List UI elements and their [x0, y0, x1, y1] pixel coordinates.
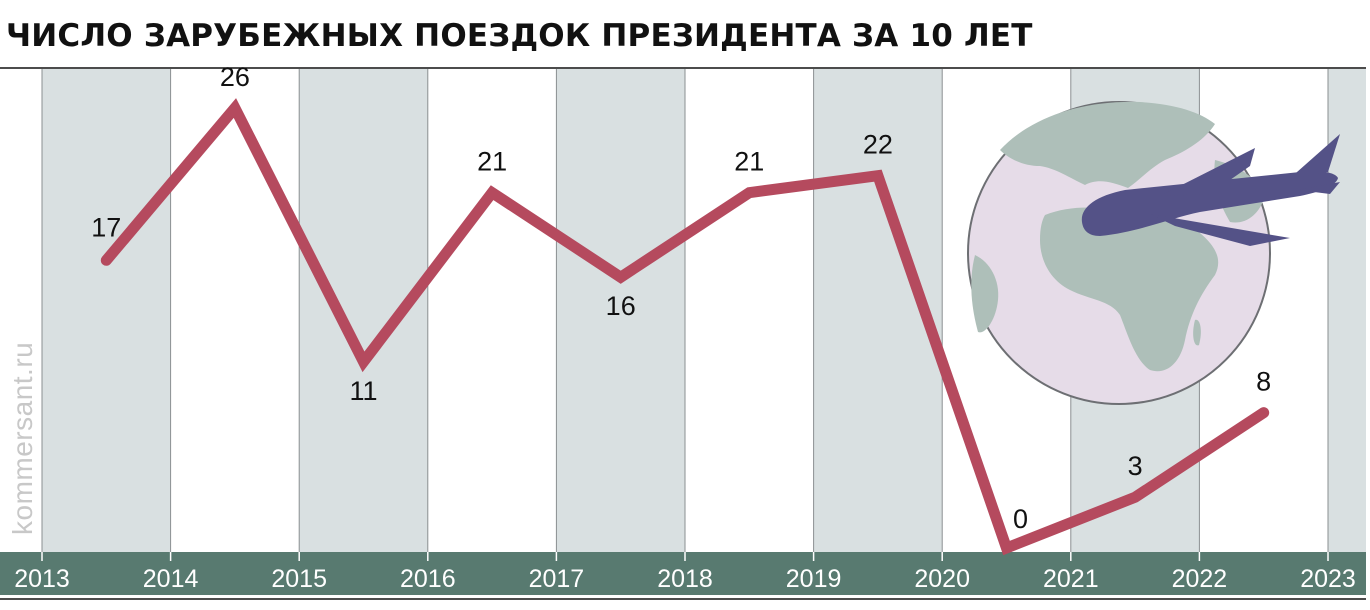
- x-tick-label: 2023: [1300, 565, 1356, 593]
- x-tick-label: 2022: [1172, 565, 1228, 593]
- globe-land: [1193, 319, 1201, 346]
- x-tick-label: 2020: [914, 565, 970, 593]
- x-tick-label: 2021: [1043, 565, 1099, 593]
- x-tick-label: 2013: [14, 565, 70, 593]
- x-tick-label: 2016: [400, 565, 456, 593]
- series-line: [100, 98, 1270, 556]
- data-label: 17: [91, 212, 121, 242]
- chart-title: ЧИСЛО ЗАРУБЕЖНЫХ ПОЕЗДОК ПРЕЗИДЕНТА ЗА 1…: [6, 18, 1033, 54]
- data-labels: 17 26 11 21 16 21 22 0 3 8: [91, 62, 1271, 534]
- airplane-icon: [1081, 171, 1338, 236]
- x-axis: 2013 2014 2015 2016 2017 2018 2019 2020 2021 2022…: [0, 552, 1366, 600]
- x-axis-band: [0, 552, 1366, 595]
- data-label: 3: [1128, 451, 1143, 481]
- globe-land: [1040, 207, 1219, 372]
- data-label: 21: [477, 147, 507, 177]
- data-label: 11: [349, 376, 377, 406]
- data-label: 0: [1013, 504, 1028, 534]
- watermark: kommersant.ru: [7, 342, 38, 535]
- x-tick-label: 2014: [143, 565, 199, 593]
- data-label: 16: [606, 291, 636, 321]
- airplane-icon: [1160, 148, 1255, 196]
- x-tick-label: 2017: [529, 565, 585, 593]
- airplane-icon: [1288, 134, 1340, 180]
- data-label: 8: [1256, 367, 1271, 397]
- airplane-icon: [1298, 182, 1340, 194]
- x-tick-label: 2018: [657, 565, 713, 593]
- x-tick-label: 2019: [786, 565, 842, 593]
- airplane-icon: [1150, 214, 1290, 246]
- data-label: 21: [734, 147, 764, 177]
- year-band: [42, 69, 171, 552]
- x-tick-label: 2015: [271, 565, 327, 593]
- globe-land: [1000, 101, 1215, 188]
- year-band: [556, 69, 685, 552]
- data-label: 26: [220, 62, 250, 92]
- globe-with-airplane-icon: [967, 101, 1340, 405]
- data-label: 22: [863, 130, 893, 160]
- globe-land: [971, 255, 999, 333]
- series-line-group: [100, 98, 1270, 556]
